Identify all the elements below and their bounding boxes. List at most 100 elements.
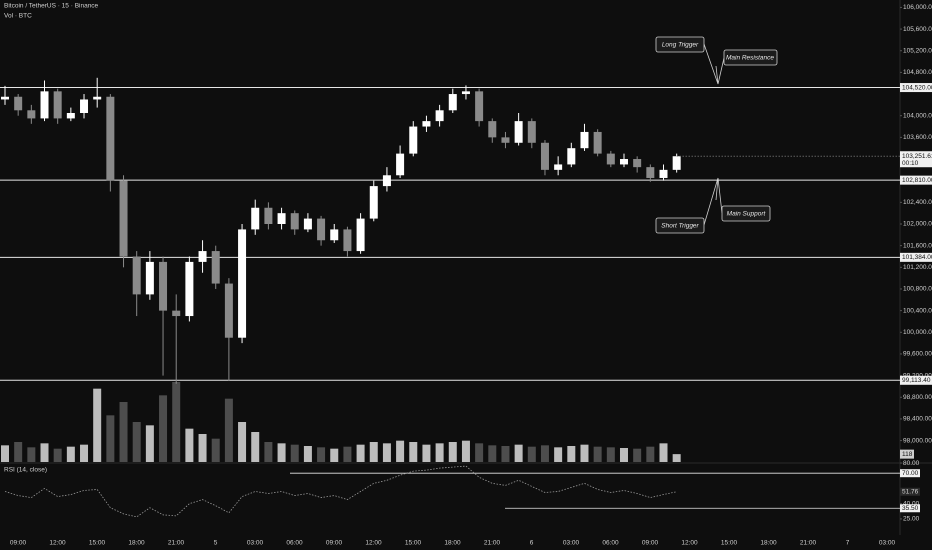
volume-bar — [501, 446, 510, 462]
candle-body — [527, 121, 536, 143]
y-tick-label: 101,600.00 — [903, 242, 932, 249]
candle-body — [119, 180, 128, 257]
candle-body — [396, 153, 405, 176]
volume-bar — [633, 448, 642, 462]
candle-body — [488, 121, 497, 138]
y-tick-label: 98,800.00 — [903, 394, 932, 401]
volume-bar — [330, 448, 339, 462]
volume-bar — [409, 442, 418, 462]
volume-bar — [567, 446, 576, 462]
level-label: 104,520.00 — [902, 84, 932, 91]
volume-bar — [224, 398, 233, 462]
y-tick-label: 99,600.00 — [903, 351, 932, 358]
volume-bar — [159, 395, 168, 462]
candle-body — [514, 121, 523, 143]
x-tick-label: 18:00 — [760, 540, 777, 547]
volume-bar — [659, 443, 668, 462]
level-label: 99,113.40 — [902, 377, 931, 384]
x-tick-label: 06:00 — [286, 540, 303, 547]
x-tick-label: 09:00 — [642, 540, 659, 547]
volume-bar — [343, 446, 352, 462]
rsi-level-box — [900, 469, 920, 478]
level-label-box — [900, 252, 932, 262]
volume-bar — [66, 446, 75, 462]
annotations: Long Trigger Main Resistance Short Trigg… — [655, 36, 778, 234]
y-tick-label: 106,000.00 — [903, 4, 932, 11]
candle-body — [1, 96, 9, 100]
volume-bar — [448, 442, 457, 462]
rsi-last-label: 51.76 — [902, 488, 919, 495]
volume-bar — [317, 447, 326, 462]
candle-body — [290, 213, 299, 230]
x-tick-label: 5 — [214, 540, 218, 547]
last-price-label: 103,251.61 — [902, 153, 932, 160]
candle-body — [606, 153, 615, 165]
y-tick-label: 103,600.00 — [903, 134, 932, 141]
x-tick-label: 15:00 — [89, 540, 106, 547]
candle-body — [198, 251, 207, 262]
candle-body — [567, 148, 576, 165]
volume-bar — [527, 446, 536, 462]
volume-bar — [672, 454, 681, 462]
x-tick-label: 21:00 — [484, 540, 501, 547]
candle-body — [185, 261, 194, 317]
rsi-line — [4, 465, 677, 518]
rsi-level-box — [900, 504, 920, 513]
rsi-last-box — [900, 487, 920, 496]
volume-bar — [106, 415, 115, 462]
volume-bar — [40, 443, 49, 462]
candle-body — [540, 142, 549, 170]
candle-body — [448, 94, 457, 111]
x-tick-label: 21:00 — [168, 540, 185, 547]
volume-bar — [488, 445, 497, 462]
annotation: Main Resistance — [726, 55, 774, 62]
volume-bar — [646, 446, 655, 462]
candle-body — [461, 91, 470, 95]
rsi-level-label: 35.50 — [902, 505, 919, 512]
volume-bar — [396, 440, 405, 462]
candle-body — [356, 218, 365, 252]
volume-bar — [356, 444, 365, 462]
candle-body — [619, 159, 628, 165]
last-price-box — [900, 151, 932, 168]
y-tick-label: 101,200.00 — [903, 264, 932, 271]
support-pointer — [703, 177, 723, 226]
candle-body — [475, 91, 484, 122]
level-label: 102,810.00 — [902, 177, 932, 184]
candle-body — [211, 251, 220, 284]
rsi-tick-label: 25.00 — [903, 516, 920, 523]
volume-bar — [475, 443, 484, 462]
volume-title: Vol · BTC — [4, 13, 32, 20]
chart-title: Bitcoin / TetherUS · 15 · Binance — [4, 3, 99, 10]
volume-bar — [593, 446, 602, 462]
volume-bar — [132, 422, 141, 462]
candle-body — [554, 164, 563, 170]
level-label-box — [900, 175, 932, 185]
volume-bar — [580, 444, 589, 462]
x-tick-label: 15:00 — [405, 540, 422, 547]
volume-bar — [277, 443, 286, 462]
candle-body — [382, 175, 391, 187]
candle-body — [277, 213, 286, 224]
rsi-tick-label: 40.00 — [903, 500, 920, 507]
volume-bar — [145, 425, 154, 462]
volume-bar — [422, 444, 431, 462]
volume-bar — [461, 440, 470, 462]
y-tick-label: 100,000.00 — [903, 329, 932, 336]
volume-bar — [540, 445, 549, 462]
candle-body — [409, 126, 418, 154]
volume-bar — [619, 448, 628, 462]
volume-bar — [303, 446, 312, 462]
y-tick-label: 105,200.00 — [903, 47, 932, 54]
volume-label-box — [900, 449, 914, 459]
y-tick-label: 104,800.00 — [903, 69, 932, 76]
volume-bar — [264, 442, 273, 462]
annotation: Short Trigger — [661, 223, 699, 230]
candle-body — [672, 156, 681, 170]
candle-body — [369, 186, 378, 219]
annotation-box — [655, 217, 705, 234]
volume-bar — [369, 442, 378, 462]
candle-body — [501, 137, 510, 143]
